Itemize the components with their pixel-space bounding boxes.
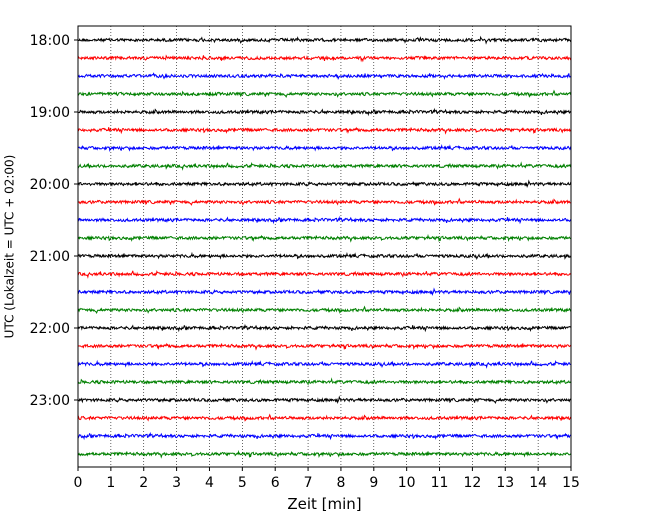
trace-2245 (77, 377, 572, 386)
x-tick-label: 11 (431, 475, 449, 491)
x-tick-label: 12 (463, 475, 481, 491)
trace-2030 (77, 215, 572, 225)
x-tick-label: 2 (139, 475, 148, 491)
y-tick-label: 22:00 (30, 321, 70, 337)
trace-2215 (77, 342, 572, 351)
trace-2115 (77, 269, 572, 279)
trace-2045 (77, 233, 572, 243)
x-tick-label: 5 (238, 475, 247, 491)
x-tick-label: 9 (369, 475, 378, 491)
y-tick-label: 23:00 (30, 393, 70, 409)
x-tick-label: 8 (336, 475, 345, 491)
trace-1930 (77, 144, 572, 153)
trace-2015 (77, 197, 572, 206)
x-tick-label: 1 (106, 475, 115, 491)
y-axis-label: UTC (Lokalzeit = UTC + 02:00) (3, 155, 17, 339)
x-ticks: 0 1 2 3 4 5 6 7 8 9 10 11 12 13 14 15 (74, 467, 580, 491)
x-tick-label: 7 (304, 475, 313, 491)
trace-1845 (77, 89, 572, 98)
trace-2345 (77, 449, 572, 459)
trace-2330 (77, 431, 572, 441)
x-tick-label: 3 (172, 475, 181, 491)
trace-2200 (77, 323, 572, 333)
trace-layer (77, 35, 572, 459)
x-tick-label: 6 (271, 475, 280, 491)
y-tick-label: 19:00 (30, 105, 70, 121)
x-axis-label: Zeit [min] (287, 495, 361, 513)
trace-2130 (77, 287, 572, 296)
trace-2100 (77, 251, 572, 260)
y-tick-label: 21:00 (30, 249, 70, 265)
y-ticks: 18:00 19:00 20:00 21:00 22:00 23:00 (30, 33, 78, 409)
trace-2300 (77, 395, 572, 404)
plot-frame (77, 25, 572, 468)
trace-2000 (77, 179, 572, 188)
trace-2145 (77, 305, 572, 314)
trace-1900 (77, 107, 572, 117)
x-tick-label: 0 (74, 475, 83, 491)
x-tick-label: 14 (529, 475, 547, 491)
trace-1830 (77, 72, 572, 81)
x-tick-label: 10 (398, 475, 416, 491)
x-tick-label: 4 (205, 475, 214, 491)
trace-2230 (77, 359, 572, 369)
trace-1945 (77, 161, 572, 171)
trace-2315 (77, 413, 572, 422)
x-tick-label: 15 (562, 475, 580, 491)
trace-1800 (77, 35, 572, 45)
trace-1815 (77, 54, 572, 63)
y-tick-label: 18:00 (30, 33, 70, 49)
x-tick-label: 13 (496, 475, 514, 491)
y-tick-label: 20:00 (30, 177, 70, 193)
trace-1915 (77, 126, 572, 135)
